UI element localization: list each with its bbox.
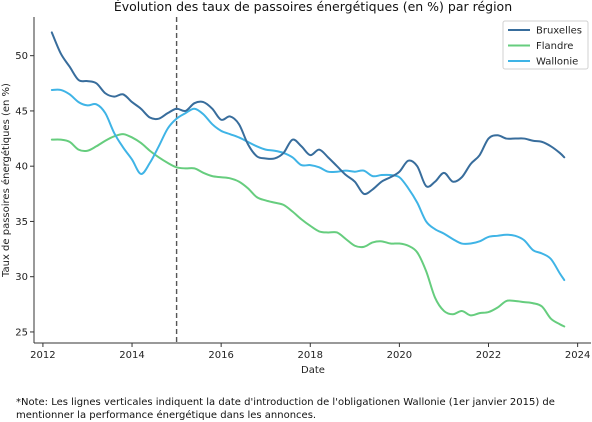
x-tick-label: 2012 — [30, 350, 55, 361]
y-tick-label: 40 — [15, 162, 28, 173]
y-tick-label: 45 — [15, 106, 28, 117]
y-tick-label: 25 — [15, 327, 28, 338]
x-tick-label: 2024 — [565, 350, 590, 361]
y-tick-label: 35 — [15, 217, 28, 228]
y-tick-label: 30 — [15, 272, 28, 283]
x-axis-ticks: 2012 2014 2016 2018 2020 2022 2024 — [30, 343, 590, 361]
legend-label-bruxelles: Bruxelles — [536, 26, 582, 37]
x-tick-label: 2020 — [387, 350, 412, 361]
y-axis-label: Taux de passoires énergétiques (en %) — [0, 83, 12, 278]
legend-label-wallonie: Wallonie — [536, 57, 578, 68]
x-tick-label: 2014 — [119, 350, 144, 361]
legend-items: Bruxelles Flandre Wallonie — [508, 26, 582, 68]
series-layer — [50, 31, 566, 328]
legend: Bruxelles Flandre Wallonie — [502, 20, 589, 70]
series-line-wallonie — [50, 88, 566, 282]
y-tick-label: 50 — [15, 51, 28, 62]
x-tick-label: 2016 — [208, 350, 233, 361]
series-line-flandre — [50, 133, 566, 328]
x-tick-label: 2018 — [298, 350, 323, 361]
line-chart: Évolution des taux de passoires énergéti… — [0, 0, 591, 376]
legend-label-flandre: Flandre — [536, 41, 573, 52]
x-tick-label: 2022 — [476, 350, 501, 361]
footnote: *Note: Les lignes verticales indiquent l… — [16, 397, 555, 421]
chart-title: Évolution des taux de passoires énergéti… — [114, 0, 512, 14]
axes — [33, 17, 591, 344]
y-axis-ticks: 25 30 35 40 45 50 — [15, 51, 34, 338]
series-line-bruxelles — [50, 31, 566, 196]
legend-frame — [502, 20, 589, 70]
x-axis-label: Date — [301, 365, 325, 376]
